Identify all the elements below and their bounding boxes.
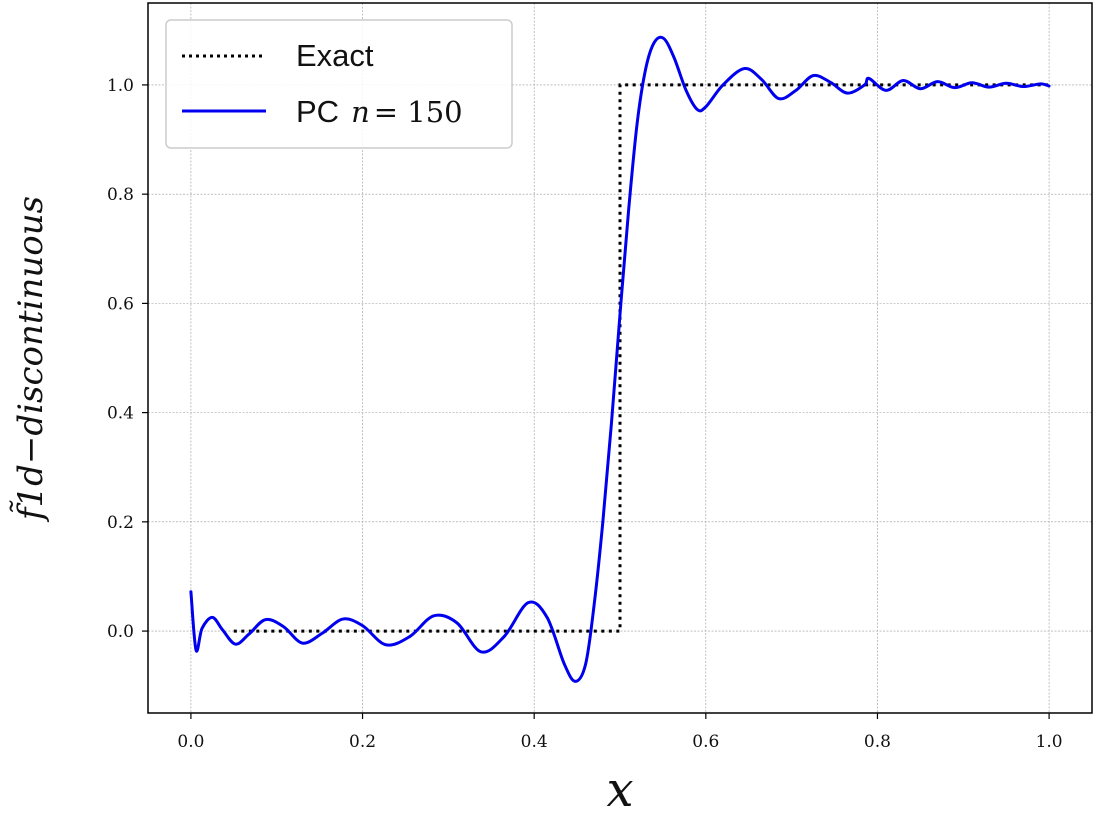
series-pc-line bbox=[189, 35, 1051, 683]
legend-exact-label: Exact bbox=[296, 38, 374, 73]
x-tick-label: 0.2 bbox=[349, 732, 376, 752]
x-tick-label: 0.6 bbox=[692, 732, 719, 752]
x-tick-label: 0.0 bbox=[177, 732, 204, 752]
legend-pc-var: n bbox=[351, 95, 370, 129]
x-axis-label: x bbox=[606, 762, 633, 818]
y-tick-label: 1.0 bbox=[107, 76, 134, 96]
y-axis-label: f̃1d−discontinuous bbox=[10, 196, 51, 523]
y-tick-label: 0.4 bbox=[107, 404, 134, 424]
legend: Exact PC n = 150 bbox=[165, 19, 513, 149]
x-tick-label: 0.8 bbox=[864, 732, 891, 752]
y-tick-label: 0.8 bbox=[107, 185, 134, 205]
legend-box bbox=[165, 19, 513, 149]
y-tick-label: 0.6 bbox=[107, 294, 134, 314]
legend-pc-rest: = 150 bbox=[374, 95, 463, 129]
x-tick-label: 1.0 bbox=[1036, 732, 1063, 752]
y-tick-label: 0.0 bbox=[107, 622, 134, 642]
axes-frame bbox=[147, 2, 1093, 714]
x-tick-label: 0.4 bbox=[521, 732, 548, 752]
legend-pc-label: PC n = 150 bbox=[296, 94, 463, 129]
y-tick-label: 0.2 bbox=[107, 513, 134, 533]
plot-lines bbox=[189, 35, 1051, 683]
legend-pc-prefix: PC bbox=[296, 94, 339, 129]
ticks: 0.0 0.2 0.4 0.6 0.8 1.0 0.0 0.2 0.4 0.6 0.8 1.0 bbox=[107, 76, 1063, 752]
